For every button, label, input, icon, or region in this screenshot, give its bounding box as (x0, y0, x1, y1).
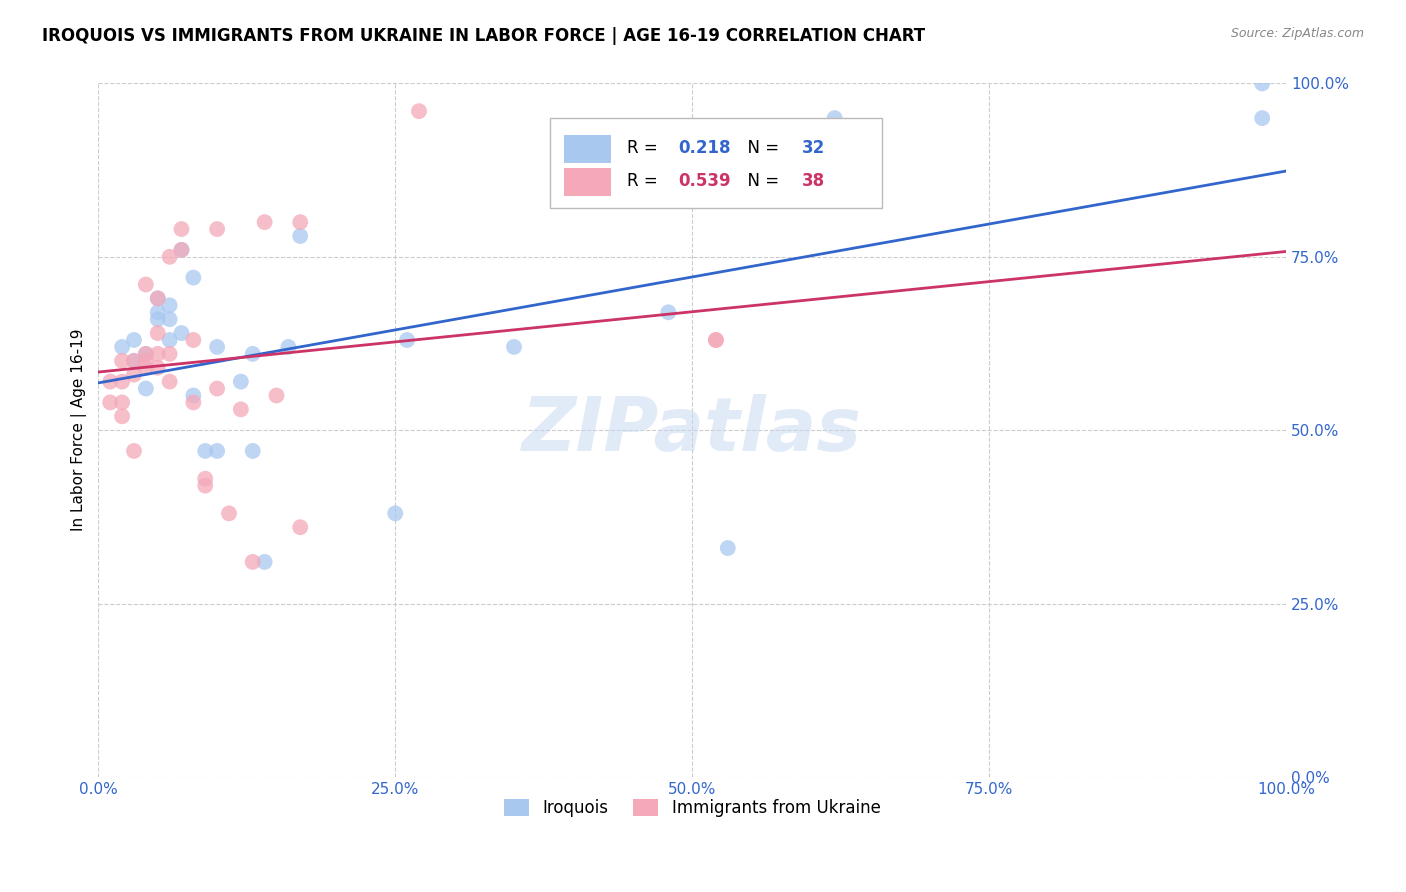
Point (170, 326, 193, 340)
Point (146, 347, 169, 361)
Point (146, 292, 169, 306)
Text: N =: N = (737, 171, 785, 189)
Point (146, 305, 169, 319)
Text: IROQUOIS VS IMMIGRANTS FROM UKRAINE IN LABOR FORCE | AGE 16-19 CORRELATION CHART: IROQUOIS VS IMMIGRANTS FROM UKRAINE IN L… (42, 27, 925, 45)
Point (242, 347, 264, 361)
Point (122, 353, 145, 368)
Point (218, 507, 240, 521)
Point (253, 555, 276, 569)
Point (122, 353, 145, 368)
Point (503, 340, 526, 354)
Point (135, 360, 157, 375)
Point (824, 111, 846, 125)
Point (242, 555, 264, 569)
Point (135, 277, 157, 292)
Point (229, 375, 252, 389)
Text: N =: N = (737, 139, 785, 157)
Point (135, 382, 157, 396)
Point (183, 395, 205, 409)
Point (657, 305, 679, 319)
Point (242, 444, 264, 458)
Point (146, 292, 169, 306)
Point (277, 340, 299, 354)
Point (1251, 77, 1274, 91)
Point (98, 395, 121, 409)
Point (205, 382, 228, 396)
Point (170, 243, 193, 257)
FancyBboxPatch shape (564, 168, 612, 195)
Text: 38: 38 (801, 171, 824, 189)
Point (111, 395, 134, 409)
FancyBboxPatch shape (564, 136, 612, 163)
Point (122, 333, 145, 347)
Point (704, 333, 727, 347)
Text: R =: R = (627, 139, 662, 157)
Text: Source: ZipAtlas.com: Source: ZipAtlas.com (1230, 27, 1364, 40)
FancyBboxPatch shape (550, 118, 882, 208)
Text: R =: R = (627, 171, 662, 189)
Text: 0.539: 0.539 (678, 171, 731, 189)
Point (290, 520, 312, 534)
Point (159, 375, 181, 389)
Point (194, 444, 217, 458)
Point (159, 312, 181, 326)
Point (229, 402, 252, 417)
Point (111, 340, 134, 354)
Point (111, 409, 134, 424)
Point (384, 507, 406, 521)
Point (170, 243, 193, 257)
Point (266, 388, 288, 402)
Point (253, 215, 276, 229)
Point (135, 347, 157, 361)
Point (205, 222, 228, 236)
Point (111, 353, 134, 368)
Point (159, 298, 181, 312)
Point (183, 270, 205, 285)
Point (183, 388, 205, 402)
Point (183, 333, 205, 347)
Point (146, 326, 169, 340)
Point (146, 312, 169, 326)
Text: ZIPatlas: ZIPatlas (522, 393, 862, 467)
Text: 0.218: 0.218 (678, 139, 730, 157)
Point (194, 478, 217, 492)
Point (122, 444, 145, 458)
Point (159, 347, 181, 361)
Point (111, 375, 134, 389)
Point (122, 368, 145, 382)
Point (146, 360, 169, 375)
Point (408, 104, 430, 119)
Point (205, 444, 228, 458)
Point (717, 541, 740, 555)
Point (290, 215, 312, 229)
Point (159, 333, 181, 347)
Point (98, 375, 121, 389)
Point (290, 229, 312, 244)
Point (159, 250, 181, 264)
Y-axis label: In Labor Force | Age 16-19: In Labor Force | Age 16-19 (72, 329, 87, 532)
Point (194, 472, 217, 486)
Point (1251, 111, 1274, 125)
Point (704, 333, 727, 347)
Point (135, 347, 157, 361)
Text: 32: 32 (801, 139, 825, 157)
Point (135, 353, 157, 368)
Point (205, 340, 228, 354)
Point (396, 333, 419, 347)
Legend: Iroquois, Immigrants from Ukraine: Iroquois, Immigrants from Ukraine (498, 792, 887, 824)
Point (170, 222, 193, 236)
